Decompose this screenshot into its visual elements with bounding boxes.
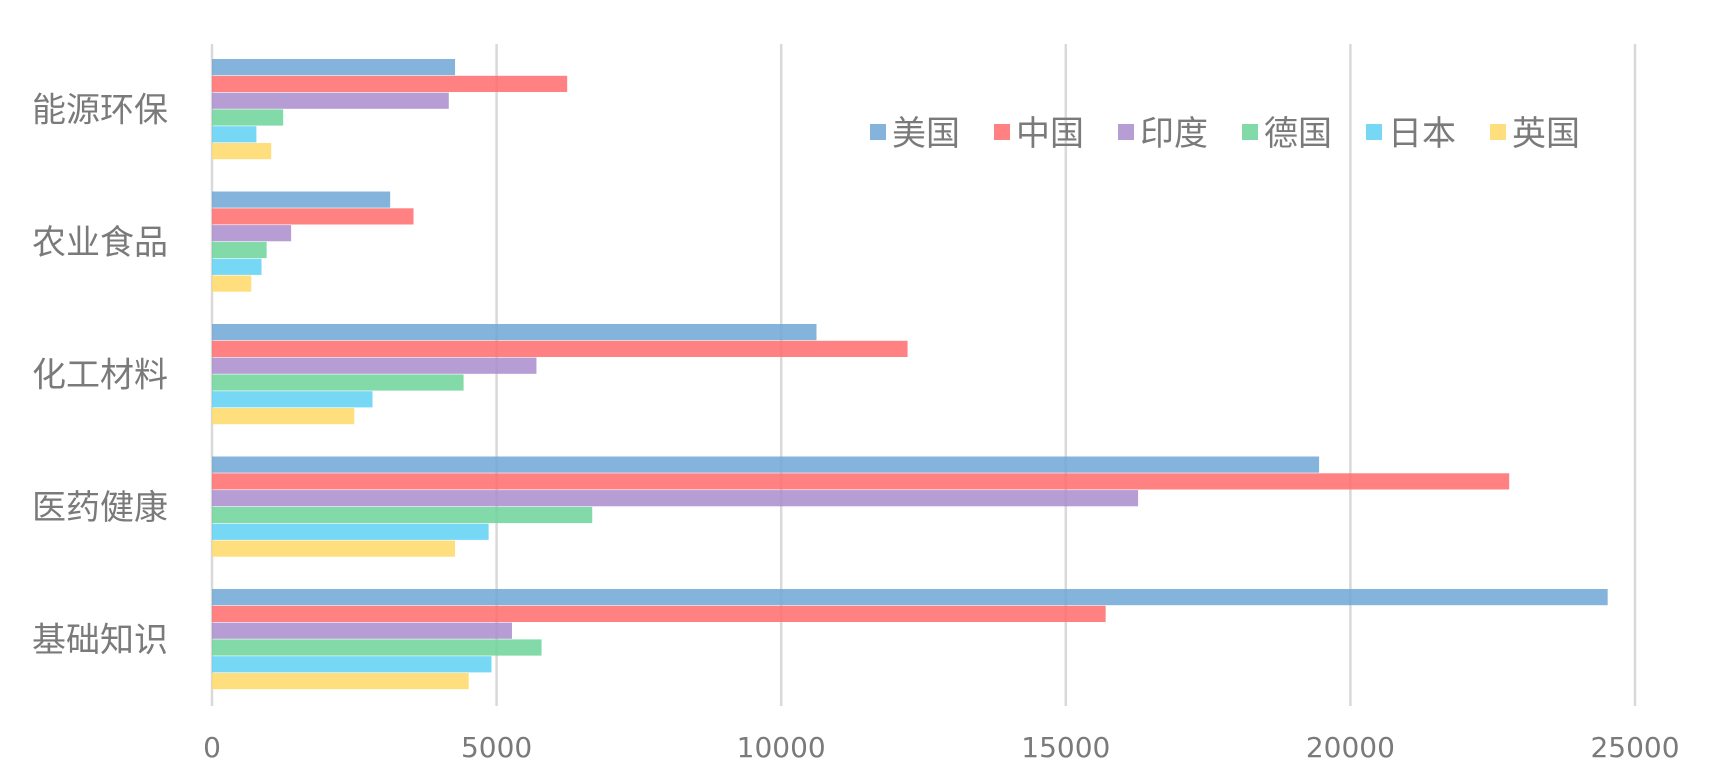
y-category-label-0: 能源环保: [32, 90, 168, 130]
bar-能源环保-印度: [212, 92, 449, 109]
bar-农业食品-印度: [212, 225, 292, 242]
x-tick-label-10000: 10000: [737, 731, 826, 764]
bar-能源环保-德国: [212, 109, 284, 126]
legend-swatch-中国: [994, 124, 1010, 140]
bar-农业食品-英国: [212, 275, 252, 292]
legend-label-中国: 中国: [1016, 114, 1084, 154]
bar-基础知识-日本: [212, 656, 492, 673]
bar-医药健康-印度: [212, 490, 1139, 507]
legend-label-印度: 印度: [1140, 114, 1208, 154]
legend-swatch-印度: [1118, 124, 1134, 140]
legend-swatch-德国: [1242, 124, 1258, 140]
x-tick-label-20000: 20000: [1306, 731, 1395, 764]
bar-基础知识-美国: [212, 589, 1608, 606]
bar-农业食品-日本: [212, 258, 262, 275]
x-tick-label-15000: 15000: [1021, 731, 1110, 764]
bar-医药健康-英国: [212, 540, 456, 557]
x-tick-label-25000: 25000: [1590, 731, 1679, 764]
bar-化工材料-德国: [212, 374, 464, 391]
legend: 美国 中国 印度 德国 日本 英国: [870, 114, 1580, 154]
y-category-label-3: 医药健康: [32, 488, 168, 528]
bar-化工材料-日本: [212, 391, 373, 408]
bar-化工材料-英国: [212, 408, 355, 425]
legend-swatch-日本: [1366, 124, 1382, 140]
y-category-label-1: 农业食品: [32, 223, 168, 263]
bar-医药健康-日本: [212, 523, 489, 540]
bar-能源环保-中国: [212, 75, 568, 92]
bar-能源环保-英国: [212, 143, 272, 160]
bar-基础知识-德国: [212, 639, 542, 656]
bar-医药健康-德国: [212, 506, 593, 524]
legend-label-美国: 美国: [892, 114, 960, 154]
bar-农业食品-德国: [212, 241, 267, 259]
axis-layer: 0 5000 10000 15000 20000 25000 能源环保农业食品化工材料医药健…: [32, 90, 1680, 764]
legend-label-英国: 英国: [1512, 114, 1580, 154]
legend-label-德国: 德国: [1264, 114, 1332, 154]
x-tick-label-5000: 5000: [461, 731, 532, 764]
bar-农业食品-美国: [212, 191, 391, 208]
legend-swatch-英国: [1490, 124, 1506, 140]
bar-化工材料-印度: [212, 357, 537, 374]
bars-layer: [212, 59, 1608, 690]
bar-化工材料-美国: [212, 324, 817, 341]
legend-swatch-美国: [870, 124, 886, 140]
bar-基础知识-英国: [212, 673, 469, 690]
bar-医药健康-美国: [212, 456, 1320, 473]
legend-label-日本: 日本: [1388, 114, 1456, 154]
bar-农业食品-中国: [212, 208, 414, 225]
bar-基础知识-印度: [212, 622, 512, 639]
bar-化工材料-中国: [212, 340, 908, 357]
x-tick-label-0: 0: [203, 731, 221, 764]
y-category-label-2: 化工材料: [32, 355, 168, 395]
bar-基础知识-中国: [212, 605, 1106, 622]
bar-能源环保-美国: [212, 59, 456, 76]
y-category-label-4: 基础知识: [32, 620, 168, 660]
bar-能源环保-日本: [212, 126, 257, 143]
bar-医药健康-中国: [212, 473, 1510, 490]
